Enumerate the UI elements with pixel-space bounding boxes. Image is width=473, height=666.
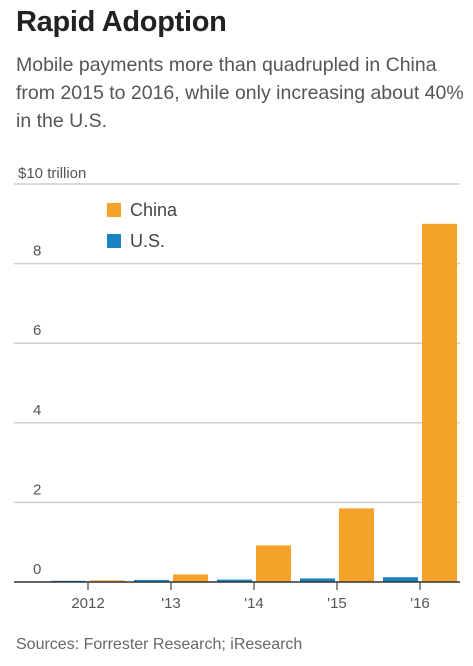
bar-us: [134, 580, 169, 582]
bar-us: [217, 579, 252, 582]
legend-label: U.S.: [130, 231, 165, 251]
legend: China U.S.: [107, 200, 178, 251]
source-note: Sources: Forrester Research; iResearch: [16, 636, 303, 653]
x-tick-label: '13: [161, 595, 181, 612]
x-tick-label: '16: [410, 595, 430, 612]
y-axis-unit-label: $10 trillion: [18, 165, 86, 182]
y-tick-label: 8: [33, 243, 41, 260]
bar-china: [90, 580, 125, 582]
x-tick-label: 2012: [71, 595, 104, 612]
legend-swatch: [107, 234, 121, 248]
bar-china: [339, 508, 374, 582]
y-tick-label: 4: [33, 402, 41, 419]
legend-label: China: [130, 200, 178, 220]
bar-china: [422, 223, 457, 583]
bar-china: [173, 574, 208, 582]
bar-us: [383, 577, 418, 582]
x-tick-label: '14: [244, 595, 264, 612]
bar-chart: $10 trillion 0 2 4 6 8 2012 '13 '14 '15 '16 China U…: [14, 165, 460, 612]
legend-swatch: [107, 203, 121, 217]
axes: $10 trillion 0 2 4 6 8 2012 '13 '14 '15 '16: [14, 165, 460, 612]
chart-title: Rapid Adoption: [16, 6, 227, 38]
y-tick-label: 6: [33, 322, 41, 339]
x-tick-label: '15: [327, 595, 347, 612]
bars: [51, 223, 457, 583]
y-tick-label: 2: [33, 481, 41, 498]
y-tick-label: 0: [33, 561, 41, 578]
bar-china: [256, 545, 291, 582]
gridlines: [14, 183, 460, 504]
bar-us: [300, 578, 335, 582]
chart-subtitle: Mobile payments more than quadrupled in …: [16, 54, 464, 132]
